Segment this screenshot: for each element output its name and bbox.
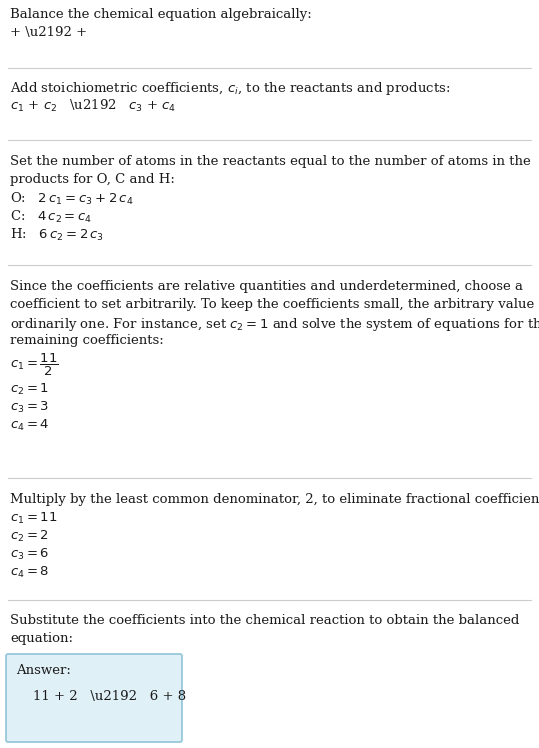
Text: Since the coefficients are relative quantities and underdetermined, choose a: Since the coefficients are relative quan… <box>10 280 523 293</box>
Text: Add stoichiometric coefficients, $c_i$, to the reactants and products:: Add stoichiometric coefficients, $c_i$, … <box>10 80 451 97</box>
Text: 11 + 2   \u2192   6 + 8: 11 + 2 \u2192 6 + 8 <box>16 690 186 703</box>
Text: Answer:: Answer: <box>16 664 71 677</box>
Text: C:   $4\,c_2 = c_4$: C: $4\,c_2 = c_4$ <box>10 209 92 225</box>
Text: $c_3 = 3$: $c_3 = 3$ <box>10 400 49 415</box>
Text: coefficient to set arbitrarily. To keep the coefficients small, the arbitrary va: coefficient to set arbitrarily. To keep … <box>10 298 539 311</box>
Text: Multiply by the least common denominator, 2, to eliminate fractional coefficient: Multiply by the least common denominator… <box>10 493 539 506</box>
Text: $c_3 = 6$: $c_3 = 6$ <box>10 547 49 562</box>
Text: Set the number of atoms in the reactants equal to the number of atoms in the: Set the number of atoms in the reactants… <box>10 155 531 168</box>
Text: $c_4 = 4$: $c_4 = 4$ <box>10 418 50 433</box>
Text: Balance the chemical equation algebraically:: Balance the chemical equation algebraica… <box>10 8 312 21</box>
Text: ordinarily one. For instance, set $c_2 = 1$ and solve the system of equations fo: ordinarily one. For instance, set $c_2 =… <box>10 316 539 333</box>
Text: $c_1 = \dfrac{11}{2}$: $c_1 = \dfrac{11}{2}$ <box>10 352 59 378</box>
Text: products for O, C and H:: products for O, C and H: <box>10 173 175 186</box>
Text: $c_2 = 1$: $c_2 = 1$ <box>10 382 49 397</box>
Text: $c_4 = 8$: $c_4 = 8$ <box>10 565 49 580</box>
Text: equation:: equation: <box>10 632 73 645</box>
Text: O:   $2\,c_1 = c_3 + 2\,c_4$: O: $2\,c_1 = c_3 + 2\,c_4$ <box>10 191 133 207</box>
Text: $c_2 = 2$: $c_2 = 2$ <box>10 529 49 544</box>
Text: remaining coefficients:: remaining coefficients: <box>10 334 164 347</box>
Text: $c_1 = 11$: $c_1 = 11$ <box>10 511 58 526</box>
Text: Substitute the coefficients into the chemical reaction to obtain the balanced: Substitute the coefficients into the che… <box>10 614 520 627</box>
Text: $c_1$ + $c_2$   \u2192   $c_3$ + $c_4$: $c_1$ + $c_2$ \u2192 $c_3$ + $c_4$ <box>10 98 176 114</box>
FancyBboxPatch shape <box>6 654 182 742</box>
Text: H:   $6\,c_2 = 2\,c_3$: H: $6\,c_2 = 2\,c_3$ <box>10 227 104 243</box>
Text: + \u2192 +: + \u2192 + <box>10 26 87 39</box>
